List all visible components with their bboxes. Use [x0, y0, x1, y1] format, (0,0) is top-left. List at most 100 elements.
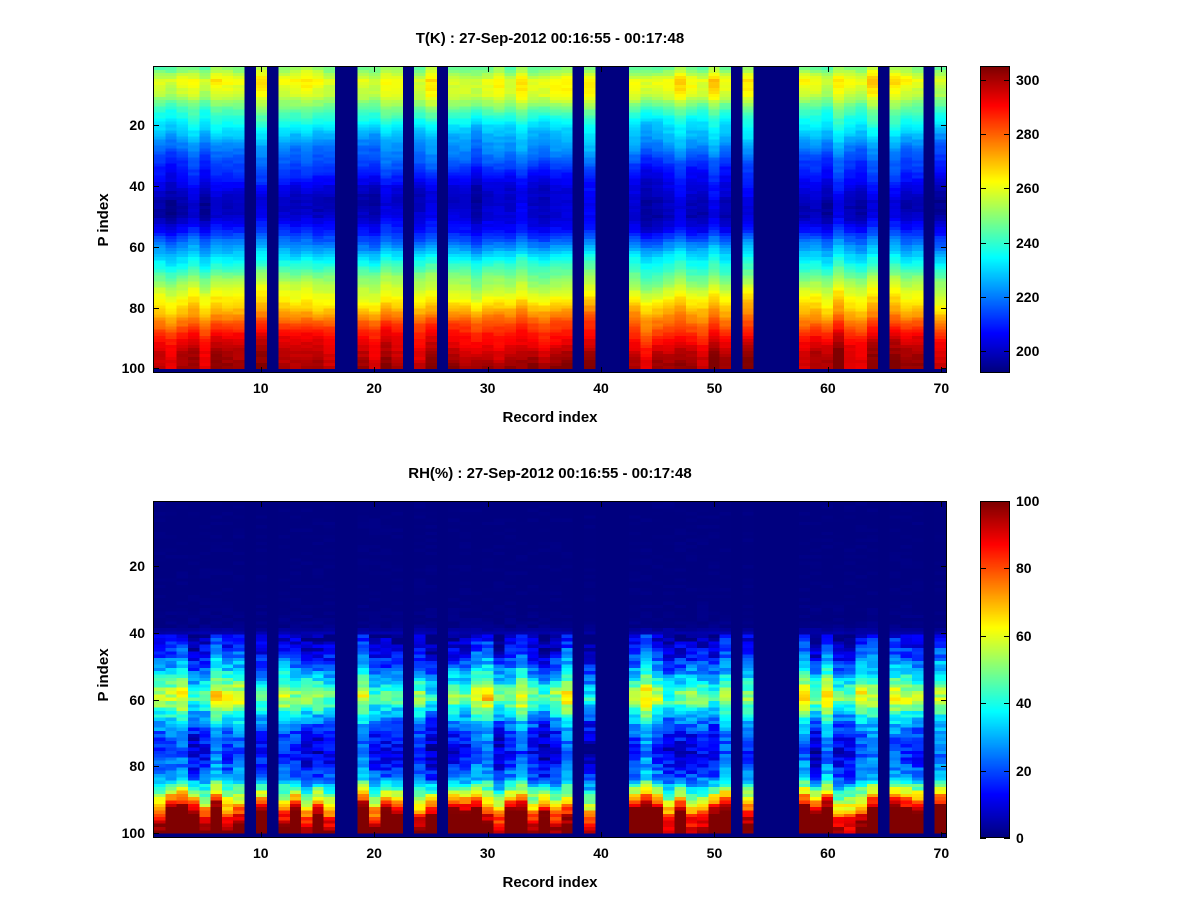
colorbar-tick-mark-right: [1004, 703, 1010, 705]
y-tick-mark-right: [941, 632, 947, 634]
colorbar-tick-mark: [980, 133, 986, 135]
x-tick-mark-top: [827, 501, 829, 507]
colorbar-tick-label: 60: [1016, 627, 1032, 644]
y-tick-mark-right: [941, 186, 947, 188]
temperature-heatmap-axes: [153, 66, 947, 373]
colorbar-tick-mark-right: [1004, 635, 1010, 637]
x-tick-label: 70: [933, 845, 950, 861]
colorbar-tick-mark: [980, 296, 986, 298]
humidity-colorbar: [980, 501, 1010, 838]
y-tick-mark-right: [941, 246, 947, 248]
x-tick-mark-top: [487, 501, 489, 507]
colorbar-tick-mark-right: [1004, 133, 1010, 135]
x-tick-label: 50: [706, 380, 723, 396]
colorbar-tick-label: 280: [1016, 125, 1040, 142]
humidity-y-axis-label: P index: [95, 648, 112, 702]
colorbar-tick-label: 40: [1016, 695, 1032, 712]
colorbar-tick-mark-right: [1004, 501, 1010, 502]
y-tick-mark-right: [941, 766, 947, 768]
humidity-heatmap-axes: [153, 501, 947, 838]
colorbar-tick-mark: [980, 79, 986, 81]
temperature-colorbar: [980, 66, 1010, 373]
colorbar-tick-mark-right: [1004, 838, 1010, 839]
y-tick-mark: [153, 766, 159, 768]
x-tick-label: 40: [593, 845, 609, 861]
y-tick-label: 60: [129, 691, 145, 708]
x-tick-mark-top: [714, 66, 716, 72]
y-tick-mark-right: [941, 566, 947, 568]
x-tick-mark-top: [601, 66, 603, 72]
x-tick-mark: [941, 832, 943, 838]
x-tick-mark-top: [374, 501, 376, 507]
y-tick-label: 80: [129, 758, 145, 775]
colorbar-tick-mark: [980, 188, 986, 190]
y-tick-label: 20: [129, 558, 145, 575]
colorbar-tick-mark-right: [1004, 188, 1010, 190]
y-tick-mark: [153, 832, 159, 834]
colorbar-tick-label: 200: [1016, 343, 1040, 360]
y-tick-mark: [153, 566, 159, 568]
colorbar-tick-label: 300: [1016, 71, 1040, 88]
x-tick-mark: [601, 832, 603, 838]
x-tick-label: 70: [933, 380, 950, 396]
y-tick-label: 40: [129, 624, 145, 641]
y-tick-mark: [153, 307, 159, 309]
temperature-plot-title: T(K) : 27-Sep-2012 00:16:55 - 00:17:48: [415, 30, 685, 47]
colorbar-tick-mark-right: [1004, 296, 1010, 298]
x-tick-mark-top: [260, 66, 262, 72]
y-tick-label: 80: [129, 299, 145, 316]
x-tick-mark: [374, 832, 376, 838]
x-tick-mark-top: [487, 66, 489, 72]
x-tick-mark: [260, 832, 262, 838]
x-tick-mark: [827, 832, 829, 838]
colorbar-tick-mark-right: [1004, 242, 1010, 244]
colorbar-tick-label: 80: [1016, 560, 1032, 577]
x-tick-mark: [260, 367, 262, 373]
y-tick-mark-right: [941, 125, 947, 127]
humidity-colorbar-gradient: [981, 502, 1009, 837]
temperature-colorbar-gradient: [981, 67, 1009, 372]
y-tick-label: 20: [129, 117, 145, 134]
y-tick-mark: [153, 632, 159, 634]
colorbar-tick-mark: [980, 838, 986, 839]
x-tick-mark-top: [260, 501, 262, 507]
colorbar-tick-mark-right: [1004, 568, 1010, 570]
y-tick-mark: [153, 699, 159, 701]
x-tick-label: 20: [366, 845, 382, 861]
x-tick-mark: [601, 367, 603, 373]
y-tick-label: 60: [129, 238, 145, 255]
x-tick-mark: [487, 367, 489, 373]
x-tick-label: 40: [593, 380, 609, 396]
temperature-x-axis-label: Record index: [502, 409, 598, 426]
y-tick-mark: [153, 368, 159, 370]
colorbar-tick-label: 20: [1016, 762, 1032, 779]
humidity-plot-title: RH(%) : 27-Sep-2012 00:16:55 - 00:17:48: [408, 465, 692, 482]
temperature-y-axis-label: P index: [95, 193, 112, 247]
colorbar-tick-mark: [980, 568, 986, 570]
y-tick-mark: [153, 125, 159, 127]
colorbar-tick-mark: [980, 351, 986, 353]
x-tick-label: 60: [820, 845, 836, 861]
y-tick-mark-right: [941, 699, 947, 701]
x-tick-mark-top: [941, 66, 943, 72]
x-tick-label: 20: [366, 380, 382, 396]
y-tick-mark-right: [941, 832, 947, 834]
y-tick-mark: [153, 186, 159, 188]
x-tick-mark-top: [827, 66, 829, 72]
x-tick-label: 10: [252, 845, 269, 861]
x-tick-label: 30: [479, 845, 496, 861]
x-tick-mark: [941, 367, 943, 373]
x-tick-mark-top: [374, 66, 376, 72]
colorbar-tick-mark: [980, 635, 986, 637]
colorbar-tick-label: 0: [1016, 830, 1024, 846]
panel-temperature: T(K) : 27-Sep-2012 00:16:55 - 00:17:48 2…: [0, 0, 1200, 440]
colorbar-tick-label: 240: [1016, 234, 1040, 251]
colorbar-tick-mark: [980, 770, 986, 772]
y-tick-mark-right: [941, 368, 947, 370]
x-tick-mark: [487, 832, 489, 838]
x-tick-mark: [714, 367, 716, 373]
x-tick-mark-top: [941, 501, 943, 507]
temperature-heatmap-image: [154, 67, 946, 372]
x-tick-label: 60: [820, 380, 836, 396]
y-tick-label: 40: [129, 178, 145, 195]
